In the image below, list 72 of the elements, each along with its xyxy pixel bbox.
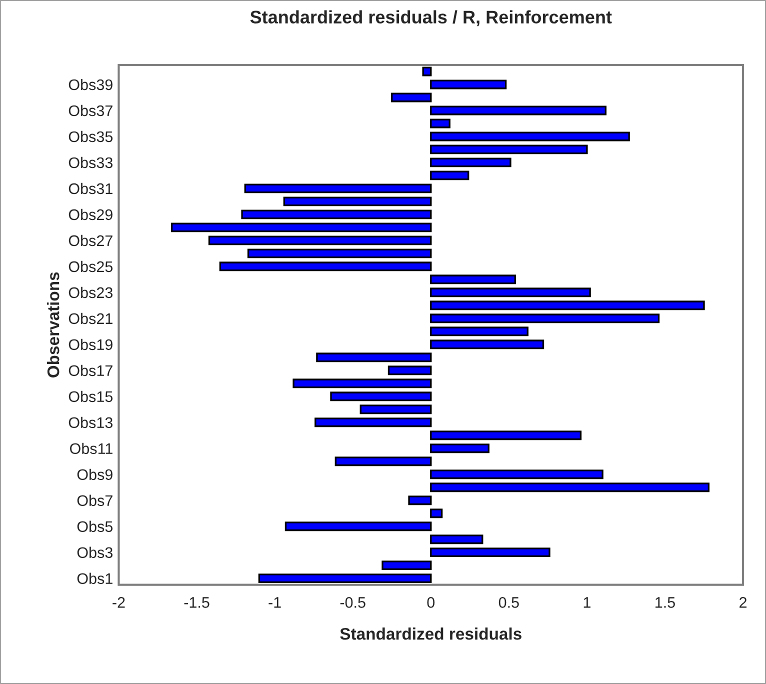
bar [382, 560, 432, 570]
bar [430, 170, 470, 180]
y-tick-label: Obs5 [77, 520, 113, 532]
y-tick-label: Obs29 [68, 208, 112, 220]
bar [430, 314, 660, 324]
bar [360, 404, 432, 414]
x-tick-label: 0 [427, 597, 435, 608]
y-tick-label: Obs13 [68, 416, 113, 428]
bar [316, 352, 432, 362]
bar [219, 262, 432, 272]
y-tick-label: Obs3 [77, 546, 113, 558]
bar [283, 196, 432, 206]
y-tick-label: Obs31 [68, 182, 112, 194]
bar [430, 274, 516, 284]
bar [430, 326, 528, 336]
y-tick-label: Obs21 [68, 312, 112, 324]
x-tick-label: 1.5 [656, 597, 675, 608]
x-tick-label: -2 [112, 597, 125, 608]
bar [430, 340, 544, 350]
bar [430, 300, 705, 310]
bar [334, 456, 432, 466]
bar [292, 378, 432, 388]
bar [258, 574, 432, 584]
bar [430, 548, 550, 558]
bar [430, 288, 591, 298]
bar [430, 132, 630, 142]
y-tick-label: Obs33 [68, 156, 113, 168]
bar [430, 470, 604, 480]
y-tick-label: Obs37 [68, 104, 112, 116]
bar [408, 496, 432, 506]
bar [314, 418, 432, 428]
bar [430, 444, 490, 454]
y-tick-label: Obs11 [70, 442, 112, 454]
bar [247, 248, 432, 258]
y-tick-label: Obs27 [68, 234, 112, 246]
bar [430, 106, 607, 116]
y-tick-label: Obs19 [68, 338, 112, 350]
bar [391, 92, 432, 102]
y-tick-label: Obs9 [77, 468, 112, 480]
x-tick-label: -1 [268, 597, 281, 608]
bar [170, 222, 432, 232]
x-axis-title: Standardized residuals [340, 628, 522, 640]
bar [422, 66, 432, 76]
bar [241, 210, 432, 220]
x-tick-label: -0.5 [340, 597, 366, 608]
y-tick-label: Obs23 [68, 286, 113, 298]
y-axis-title: Observations [47, 272, 60, 378]
bar [430, 430, 582, 440]
y-tick-label: Obs39 [68, 78, 112, 90]
y-tick-label: Obs17 [68, 364, 112, 376]
bar [430, 158, 512, 168]
y-tick-label: Obs7 [77, 494, 112, 506]
bar [208, 236, 432, 246]
bar [430, 508, 443, 518]
x-tick-label: 1 [584, 597, 590, 608]
bar [430, 482, 710, 492]
x-tick-label: 0.5 [498, 597, 519, 608]
x-tick-label: 2 [740, 597, 746, 608]
bar [430, 144, 588, 154]
bar [388, 366, 432, 376]
bar [244, 184, 432, 194]
y-tick-label: Obs15 [68, 390, 113, 402]
chart-title: Standardized residuals / R, Reinforcement [250, 10, 612, 26]
bar [330, 392, 432, 402]
bar [430, 80, 507, 90]
x-tick-label: -1.5 [184, 597, 210, 608]
bar [284, 522, 432, 532]
bar [430, 118, 450, 128]
y-tick-label: Obs25 [68, 260, 113, 272]
y-tick-label: Obs1 [77, 572, 112, 584]
bar [430, 534, 484, 544]
y-tick-label: Obs35 [68, 130, 113, 142]
